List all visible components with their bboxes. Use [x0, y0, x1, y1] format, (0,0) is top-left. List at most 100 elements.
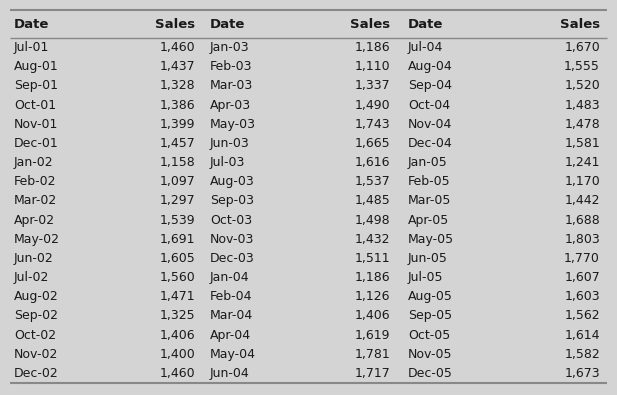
Text: Jul-04: Jul-04 [408, 41, 444, 54]
Text: 1,582: 1,582 [565, 348, 600, 361]
Text: 1,743: 1,743 [354, 118, 390, 131]
Text: Jun-02: Jun-02 [14, 252, 54, 265]
Text: Dec-03: Dec-03 [210, 252, 255, 265]
Text: Dec-05: Dec-05 [408, 367, 453, 380]
Text: Sep-05: Sep-05 [408, 309, 452, 322]
Text: 1,325: 1,325 [159, 309, 195, 322]
Text: Sep-01: Sep-01 [14, 79, 58, 92]
Text: 1,490: 1,490 [354, 99, 390, 111]
Text: 1,399: 1,399 [160, 118, 195, 131]
Text: May-03: May-03 [210, 118, 256, 131]
Text: Sep-04: Sep-04 [408, 79, 452, 92]
Text: Date: Date [210, 17, 246, 30]
Text: 1,619: 1,619 [355, 329, 390, 342]
Text: Oct-05: Oct-05 [408, 329, 450, 342]
Text: Jul-02: Jul-02 [14, 271, 49, 284]
Text: Dec-02: Dec-02 [14, 367, 59, 380]
Text: Aug-02: Aug-02 [14, 290, 59, 303]
Text: Mar-03: Mar-03 [210, 79, 253, 92]
Text: Nov-05: Nov-05 [408, 348, 452, 361]
Text: Nov-01: Nov-01 [14, 118, 59, 131]
Text: Jan-03: Jan-03 [210, 41, 250, 54]
Text: 1,717: 1,717 [354, 367, 390, 380]
Text: May-05: May-05 [408, 233, 454, 246]
Text: 1,603: 1,603 [565, 290, 600, 303]
Text: Feb-05: Feb-05 [408, 175, 450, 188]
Text: 1,803: 1,803 [565, 233, 600, 246]
Text: Oct-02: Oct-02 [14, 329, 56, 342]
Text: 1,170: 1,170 [565, 175, 600, 188]
Text: Jul-05: Jul-05 [408, 271, 444, 284]
Text: Jun-05: Jun-05 [408, 252, 448, 265]
Text: Aug-01: Aug-01 [14, 60, 59, 73]
Text: Oct-01: Oct-01 [14, 99, 56, 111]
Text: Mar-05: Mar-05 [408, 194, 452, 207]
Text: 1,511: 1,511 [354, 252, 390, 265]
Text: Nov-03: Nov-03 [210, 233, 254, 246]
Text: 1,537: 1,537 [354, 175, 390, 188]
Text: 1,400: 1,400 [159, 348, 195, 361]
Text: 1,688: 1,688 [565, 214, 600, 227]
Text: Apr-04: Apr-04 [210, 329, 251, 342]
Text: Nov-02: Nov-02 [14, 348, 59, 361]
Text: Apr-03: Apr-03 [210, 99, 251, 111]
Text: 1,520: 1,520 [565, 79, 600, 92]
Text: 1,337: 1,337 [354, 79, 390, 92]
Text: 1,186: 1,186 [354, 271, 390, 284]
Text: Sep-02: Sep-02 [14, 309, 58, 322]
Text: 1,616: 1,616 [355, 156, 390, 169]
Text: Feb-04: Feb-04 [210, 290, 252, 303]
Text: Mar-02: Mar-02 [14, 194, 57, 207]
Text: 1,581: 1,581 [565, 137, 600, 150]
Text: 1,097: 1,097 [159, 175, 195, 188]
Text: Jun-04: Jun-04 [210, 367, 250, 380]
Text: 1,471: 1,471 [159, 290, 195, 303]
Text: 1,437: 1,437 [159, 60, 195, 73]
Text: Feb-02: Feb-02 [14, 175, 57, 188]
Text: Jun-03: Jun-03 [210, 137, 250, 150]
Text: Aug-04: Aug-04 [408, 60, 453, 73]
Text: Nov-04: Nov-04 [408, 118, 452, 131]
Text: May-02: May-02 [14, 233, 60, 246]
Text: 1,478: 1,478 [565, 118, 600, 131]
Text: Jan-04: Jan-04 [210, 271, 250, 284]
Text: 1,607: 1,607 [565, 271, 600, 284]
Text: 1,386: 1,386 [159, 99, 195, 111]
Text: 1,691: 1,691 [160, 233, 195, 246]
Text: 1,297: 1,297 [159, 194, 195, 207]
Text: 1,460: 1,460 [159, 41, 195, 54]
Text: 1,562: 1,562 [565, 309, 600, 322]
Text: 1,605: 1,605 [159, 252, 195, 265]
Text: 1,241: 1,241 [565, 156, 600, 169]
Text: 1,498: 1,498 [354, 214, 390, 227]
Text: Dec-01: Dec-01 [14, 137, 59, 150]
Text: 1,770: 1,770 [564, 252, 600, 265]
Text: 1,560: 1,560 [159, 271, 195, 284]
Text: 1,328: 1,328 [159, 79, 195, 92]
Text: 1,673: 1,673 [565, 367, 600, 380]
Text: Dec-04: Dec-04 [408, 137, 453, 150]
Text: 1,539: 1,539 [159, 214, 195, 227]
Text: Oct-03: Oct-03 [210, 214, 252, 227]
Text: 1,432: 1,432 [355, 233, 390, 246]
Text: Date: Date [408, 17, 444, 30]
Text: 1,781: 1,781 [354, 348, 390, 361]
Text: Mar-04: Mar-04 [210, 309, 253, 322]
Text: Aug-05: Aug-05 [408, 290, 453, 303]
Text: 1,670: 1,670 [565, 41, 600, 54]
Text: May-04: May-04 [210, 348, 256, 361]
Text: Feb-03: Feb-03 [210, 60, 252, 73]
Text: Sales: Sales [560, 17, 600, 30]
Text: 1,485: 1,485 [354, 194, 390, 207]
Text: 1,483: 1,483 [565, 99, 600, 111]
Text: 1,406: 1,406 [159, 329, 195, 342]
Text: Aug-03: Aug-03 [210, 175, 255, 188]
Text: 1,126: 1,126 [355, 290, 390, 303]
Text: 1,614: 1,614 [565, 329, 600, 342]
Text: 1,457: 1,457 [159, 137, 195, 150]
Text: Sep-03: Sep-03 [210, 194, 254, 207]
Text: Oct-04: Oct-04 [408, 99, 450, 111]
Text: Sales: Sales [155, 17, 195, 30]
Text: Apr-05: Apr-05 [408, 214, 449, 227]
Text: Sales: Sales [350, 17, 390, 30]
